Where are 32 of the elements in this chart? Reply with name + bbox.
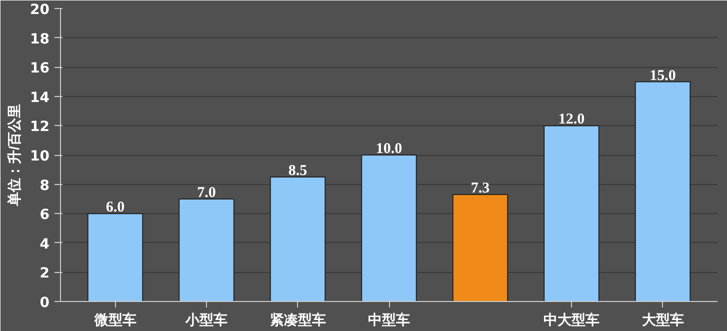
data-label: 12.0 <box>558 112 585 128</box>
bar <box>87 213 144 302</box>
y-tick-label: 12 <box>30 119 50 136</box>
x-tick-label: 微型车 <box>93 312 136 328</box>
x-tick-label: 小型车 <box>184 312 228 328</box>
bar <box>270 176 326 302</box>
x-tick-label: 中型车 <box>368 312 410 328</box>
bar <box>361 154 417 302</box>
y-tick-label: 6 <box>40 207 50 224</box>
y-tick-label: 18 <box>30 31 50 48</box>
y-tick-label: 20 <box>30 2 50 18</box>
y-tick-label: 16 <box>30 60 50 77</box>
bar <box>452 194 508 302</box>
data-label: 6.0 <box>106 200 125 216</box>
y-tick-label: 8 <box>40 178 50 194</box>
y-tick-label: 4 <box>40 236 50 252</box>
bar <box>544 125 600 302</box>
data-label: 10.0 <box>376 141 402 157</box>
x-tick-label: 大型车 <box>642 312 684 328</box>
data-label: 15.0 <box>650 68 676 84</box>
x-tick-label: 中大型车 <box>544 312 600 328</box>
y-tick-label: 10 <box>30 148 50 164</box>
bar <box>178 198 234 302</box>
data-label: 8.5 <box>288 162 308 179</box>
x-tick-label: 紧凑型车 <box>270 312 326 328</box>
y-tick-label: 0 <box>40 295 50 311</box>
y-tick-label: 14 <box>30 90 50 106</box>
data-label: 7.3 <box>470 180 490 197</box>
data-label: 7.0 <box>197 184 216 201</box>
y-tick-label: 2 <box>40 266 50 282</box>
bar <box>634 81 691 302</box>
y-axis-title: 单位：升/百公里 <box>6 104 22 207</box>
